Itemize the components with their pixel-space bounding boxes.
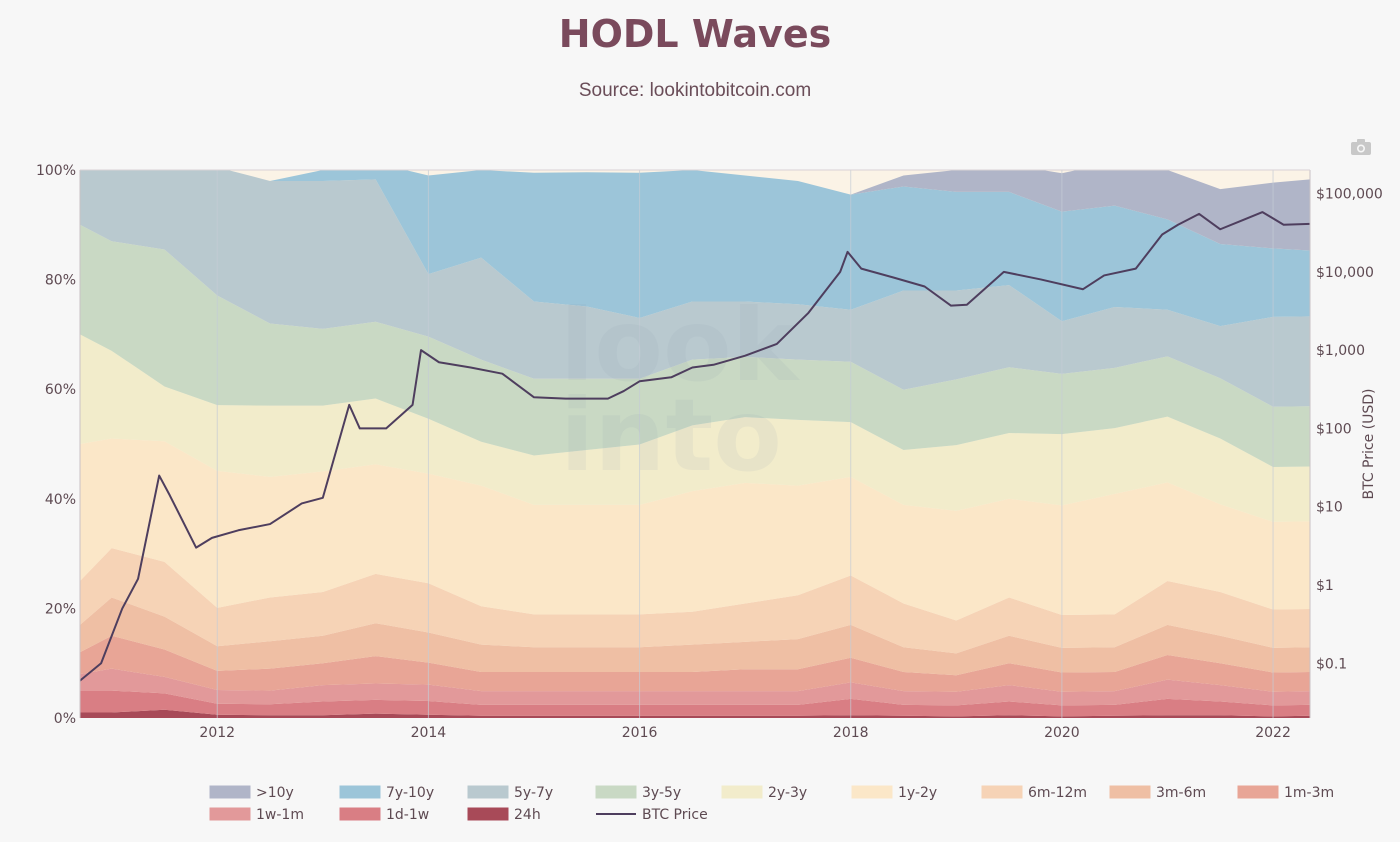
y2-tick-label: $100 (1316, 421, 1352, 437)
legend-swatch[interactable] (467, 785, 509, 799)
x-gridlines (216, 170, 1274, 718)
legend-swatch[interactable] (595, 785, 637, 799)
watermark: look (560, 287, 801, 404)
legend-label[interactable]: 1d-1w (386, 807, 429, 823)
legend-swatch[interactable] (467, 807, 509, 821)
btc-price-line (80, 211, 1310, 682)
area-2y-3y (80, 334, 1310, 522)
legend-label[interactable]: 7y-10y (386, 785, 434, 801)
y2-tick-label: $1 (1316, 578, 1334, 594)
legend-label[interactable]: 3m-6m (1156, 785, 1206, 801)
y-tick-label: 60% (45, 382, 76, 398)
y-tick-label: 20% (45, 601, 76, 617)
area-24h (80, 709, 1310, 718)
legend-swatch[interactable] (209, 807, 251, 821)
watermark: into (560, 377, 782, 494)
legend-swatch[interactable] (209, 785, 251, 799)
area-1y-2y (80, 438, 1310, 621)
legend-label[interactable]: 1y-2y (898, 785, 937, 801)
x-tick-label: 2012 (199, 725, 235, 741)
y-tick-label: 0% (54, 711, 76, 727)
x-tick-label: 2022 (1255, 725, 1291, 741)
legend-swatch[interactable] (339, 807, 381, 821)
y2-tick-label: $100,000 (1316, 187, 1383, 203)
y-axis-ticks: 0% 20% 40% 60% 80% 100% (36, 163, 76, 727)
legend-swatch[interactable] (851, 785, 893, 799)
area-1m-3m (80, 635, 1310, 692)
legend: >10y 7y-10y 5y-7y 3y-5y 2y-3y 1y-2y 6m-12m 3m-6… (209, 785, 1334, 823)
legend-swatch[interactable] (1109, 785, 1151, 799)
legend-label[interactable]: 1w-1m (256, 807, 304, 823)
y2-tick-label: $10,000 (1316, 265, 1374, 281)
legend-label[interactable]: >10y (256, 785, 294, 801)
legend-label[interactable]: 3y-5y (642, 785, 681, 801)
legend-swatch[interactable] (339, 785, 381, 799)
x-tick-label: 2016 (622, 725, 658, 741)
area-7y-10y (80, 170, 1310, 327)
legend-swatch[interactable] (1237, 785, 1279, 799)
page-title: HODL Waves (558, 12, 832, 56)
legend-label[interactable]: 6m-12m (1028, 785, 1087, 801)
area-3m-6m (80, 597, 1310, 676)
camera-icon[interactable] (1350, 138, 1372, 156)
y2-axis-label: BTC Price (USD) (1361, 388, 1377, 499)
legend-swatch[interactable] (721, 785, 763, 799)
x-axis-ticks: 2012 2014 2016 2018 2020 2022 (199, 725, 1290, 741)
legend-label[interactable]: BTC Price (642, 807, 708, 823)
x-tick-label: 2018 (833, 725, 869, 741)
legend-swatch[interactable] (981, 785, 1023, 799)
y-tick-label: 40% (45, 492, 76, 508)
btc-price-path (80, 211, 1310, 682)
y2-axis-ticks: $0.1 $1 $10 $100 $1,000 $10,000 $100,000 (1316, 187, 1383, 673)
y2-tick-label: $0.1 (1316, 656, 1347, 672)
area->10y (80, 170, 1310, 251)
x-tick-label: 2014 (411, 725, 447, 741)
area-1w-1m (80, 668, 1310, 706)
legend-label[interactable]: 1m-3m (1284, 785, 1334, 801)
y2-tick-label: $10 (1316, 500, 1343, 516)
y-tick-label: 100% (36, 163, 76, 179)
x-tick-label: 2020 (1044, 725, 1080, 741)
y-tick-label: 80% (45, 273, 76, 289)
legend-label[interactable]: 2y-3y (768, 785, 807, 801)
chart-subtitle: Source: lookintobitcoin.com (578, 80, 812, 101)
legend-label[interactable]: 5y-7y (514, 785, 553, 801)
stacked-areas (80, 170, 1310, 718)
area-6m-12m (80, 548, 1310, 654)
legend-label[interactable]: 24h (514, 807, 541, 823)
area-3y-5y (80, 224, 1310, 468)
y2-tick-label: $1,000 (1316, 343, 1365, 359)
area-1d-1w (80, 690, 1310, 717)
area-5y-7y (80, 170, 1310, 407)
